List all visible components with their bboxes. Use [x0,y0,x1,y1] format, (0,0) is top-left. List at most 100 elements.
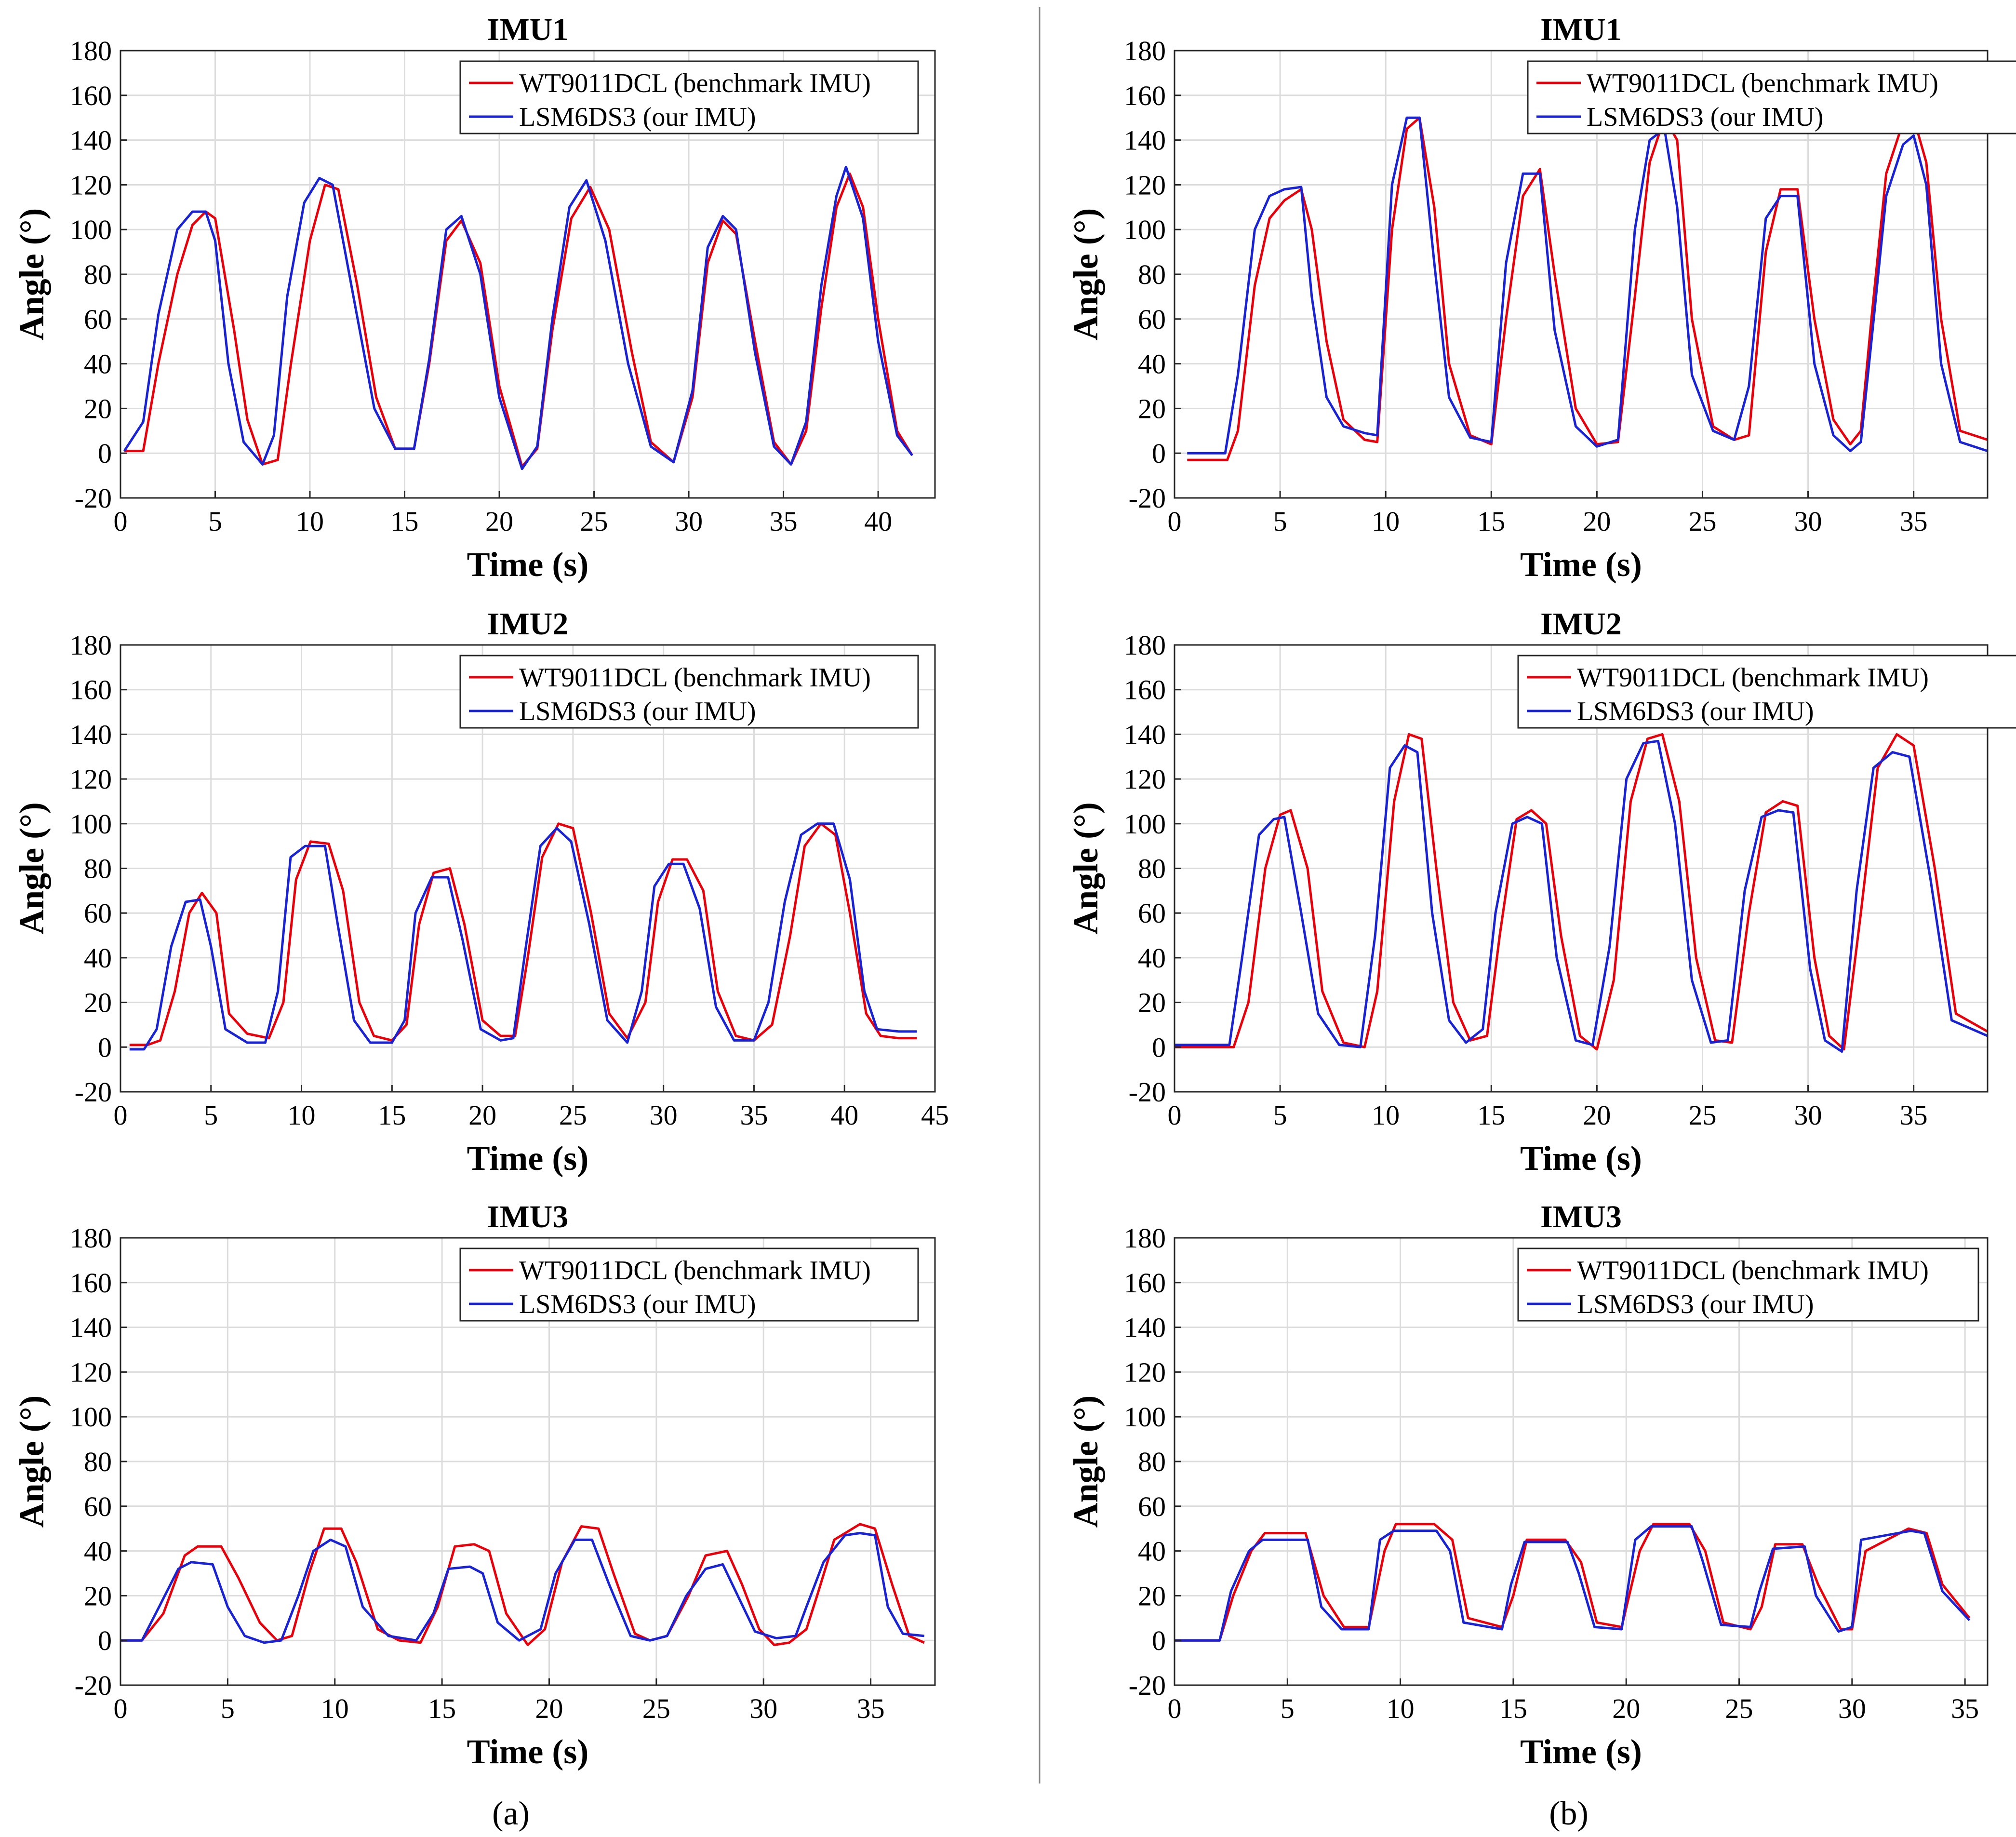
chart-5: 0 5 10 15 20 25 30 35-2002040608010012014016018… [13,1199,936,1771]
legend-label: LSM6DS3 (our IMU) [1577,1289,1814,1319]
series-line-our-imu [120,1532,925,1644]
chart-title: IMU1 [1540,12,1622,47]
y-tick-label: 80 [84,259,112,290]
x-tick-label: 40 [864,506,892,537]
y-tick-label: 120 [70,169,112,201]
y-tick-label: 120 [70,764,112,795]
y-tick-label: 40 [84,942,112,974]
y-tick-label: 20 [84,987,112,1019]
y-tick-label: 100 [1124,1401,1166,1433]
y-tick-label: 0 [98,1032,112,1063]
legend-label: LSM6DS3 (our IMU) [1577,697,1814,726]
y-tick-label: 180 [70,1222,112,1254]
y-tick-label: 0 [1152,1032,1166,1063]
y-tick-label: 20 [84,1580,112,1611]
chart-6: 0 5 10 15 20 25 30 35-2002040608010012014016018… [1067,1199,1989,1771]
x-axis-label: Time (s) [467,545,589,584]
legend-box [459,1247,919,1322]
y-tick-label: 80 [84,1446,112,1477]
series-line-our-imu [1175,739,1988,1053]
series-line-benchmark [1175,1523,1971,1642]
y-axis-label: Angle (°) [13,1395,51,1528]
x-axis-label: Time (s) [467,1139,589,1178]
y-tick-label: 0 [98,438,112,469]
x-tick-label: 0 [1168,1693,1182,1724]
series-line-our-imu [1175,1525,1971,1642]
y-tick-label: 20 [84,393,112,424]
y-tick-label: 0 [1152,1625,1166,1656]
x-tick-label: 10 [296,506,324,537]
panel-label-b: (b) [1549,1795,1589,1832]
y-tick-label: 140 [1124,125,1166,156]
y-tick-label: 160 [1124,80,1166,111]
chart-3: 0 5 10 15 20 25 30 35 40 45-200204060801001201401… [13,606,949,1178]
chart-title: IMU2 [487,606,569,642]
y-axis-label: Angle (°) [13,802,51,935]
x-tick-label: 45 [921,1100,949,1131]
legend-label: WT9011DCL (benchmark IMU) [1587,68,1938,98]
y-tick-label: -20 [75,483,112,514]
x-tick-label: 10 [1387,1693,1415,1724]
y-tick-label: 180 [1124,1222,1166,1254]
y-tick-label: 180 [70,35,112,67]
x-tick-label: 30 [1794,1100,1822,1131]
x-tick-label: 10 [288,1100,316,1131]
y-tick-label: 0 [98,1625,112,1656]
x-tick-label: 5 [221,1693,235,1724]
y-tick-label: 40 [84,1536,112,1567]
chart-title: IMU2 [1540,606,1622,642]
legend-label: WT9011DCL (benchmark IMU) [519,663,871,693]
x-tick-label: 40 [830,1100,858,1131]
y-tick-label: 60 [1138,898,1166,929]
legend-box [1517,655,2016,729]
x-tick-label: 0 [114,1693,128,1724]
y-tick-label: 100 [70,808,112,840]
y-tick-label: 120 [1124,764,1166,795]
y-tick-label: 120 [70,1356,112,1388]
x-tick-label: 0 [114,506,128,537]
x-tick-label: 10 [1372,1100,1400,1131]
series-line-benchmark [1175,733,1989,1051]
x-axis-label: Time (s) [1520,1139,1642,1178]
x-tick-label: 5 [208,506,222,537]
y-tick-label: -20 [75,1670,112,1701]
x-tick-label: 15 [428,1693,456,1724]
y-axis-label: Angle (°) [1067,1395,1105,1528]
x-tick-label: 30 [675,506,703,537]
y-tick-label: 160 [1124,674,1166,706]
y-tick-label: 160 [70,674,112,706]
y-tick-label: 100 [70,1401,112,1433]
y-tick-label: 80 [84,853,112,885]
series-line-our-imu [123,165,913,470]
y-tick-label: 180 [1124,630,1166,661]
legend-label: WT9011DCL (benchmark IMU) [519,68,871,98]
y-tick-label: -20 [1129,1670,1166,1701]
y-tick-label: 100 [1124,214,1166,245]
y-tick-label: 140 [70,125,112,156]
y-tick-label: 60 [1138,1491,1166,1522]
x-tick-label: 25 [580,506,608,537]
x-tick-label: 10 [1372,506,1400,537]
x-tick-label: 35 [1951,1693,1979,1724]
y-tick-label: 60 [1138,304,1166,335]
x-tick-label: 20 [535,1693,563,1724]
x-tick-label: 20 [485,506,513,537]
y-tick-label: 160 [70,80,112,111]
y-tick-label: 60 [84,1491,112,1522]
legend-label: LSM6DS3 (our IMU) [519,102,756,132]
chart-title: IMU1 [487,12,569,47]
y-tick-label: 140 [70,1312,112,1343]
x-tick-label: 20 [1583,1100,1611,1131]
x-tick-label: 25 [1725,1693,1753,1724]
y-tick-label: 180 [1124,35,1166,67]
y-tick-label: 40 [84,349,112,380]
y-tick-label: 160 [70,1267,112,1299]
legend-label: LSM6DS3 (our IMU) [1587,102,1824,132]
x-tick-label: 5 [1273,1100,1287,1131]
legend-box [459,655,919,729]
x-tick-label: 25 [642,1693,670,1724]
y-axis-label: Angle (°) [13,208,51,341]
x-tick-label: 15 [1477,506,1505,537]
y-tick-label: 80 [1138,1446,1166,1477]
legend-label: LSM6DS3 (our IMU) [519,1289,756,1319]
